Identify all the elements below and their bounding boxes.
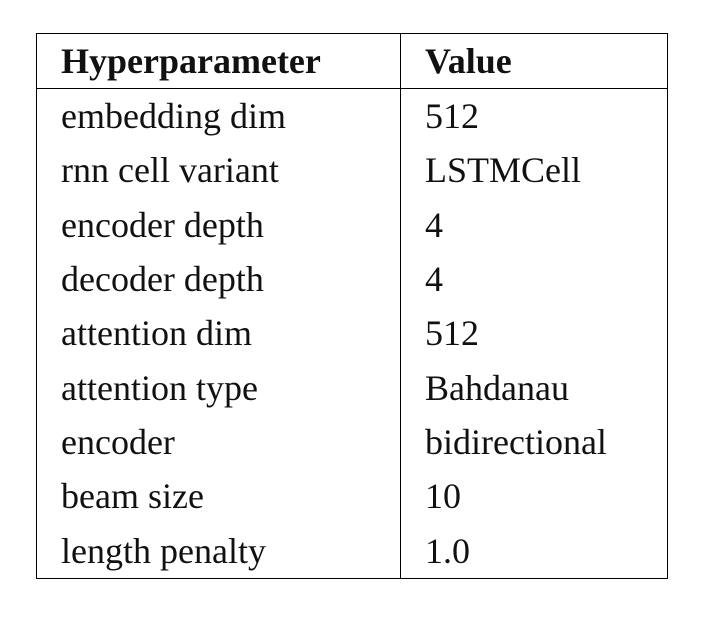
value-cell: Bahdanau	[425, 367, 569, 408]
value-cell: 4	[425, 259, 443, 300]
table-body: embedding dim 512 rnn cell variant LSTMCell…	[36, 88, 668, 579]
table-row: length penalty 1.0	[36, 523, 668, 579]
table-row: attention dim 512	[36, 306, 668, 361]
parameter-cell: encoder	[36, 414, 401, 470]
header-row: Hyperparameter Value	[36, 33, 668, 89]
value-cell: 4	[425, 204, 443, 245]
parameter-cell: embedding dim	[36, 88, 401, 144]
table-row: encoder bidirectional	[36, 414, 668, 470]
parameter-cell: beam size	[36, 469, 401, 524]
table-row: beam size 10	[36, 469, 668, 524]
parameter-cell: decoder depth	[36, 251, 401, 307]
table-row: rnn cell variant LSTMCell	[36, 143, 668, 198]
value-cell: 512	[425, 313, 479, 354]
table-row: encoder depth 4	[36, 197, 668, 252]
parameter-cell: encoder depth	[36, 197, 401, 252]
hyperparameter-table: Hyperparameter Value embedding dim 512 rnn…	[36, 33, 668, 579]
table-row: embedding dim 512	[36, 88, 668, 144]
header-cell: Hyperparameter	[36, 33, 401, 89]
parameter-cell: attention dim	[36, 306, 401, 361]
value-cell: 10	[425, 476, 461, 517]
table-row: decoder depth 4	[36, 251, 668, 307]
parameter-cell: rnn cell variant	[36, 143, 401, 198]
parameter-cell: attention type	[36, 360, 401, 415]
value-cell: bidirectional	[425, 421, 607, 462]
table-row: attention type Bahdanau	[36, 360, 668, 415]
value-cell: 1.0	[425, 530, 470, 571]
parameter-cell: length penalty	[36, 523, 401, 579]
value-cell: LSTMCell	[425, 150, 582, 191]
table-head: Hyperparameter Value	[36, 33, 668, 89]
value-cell: 512	[425, 96, 479, 137]
header-cell: Value	[400, 33, 668, 89]
